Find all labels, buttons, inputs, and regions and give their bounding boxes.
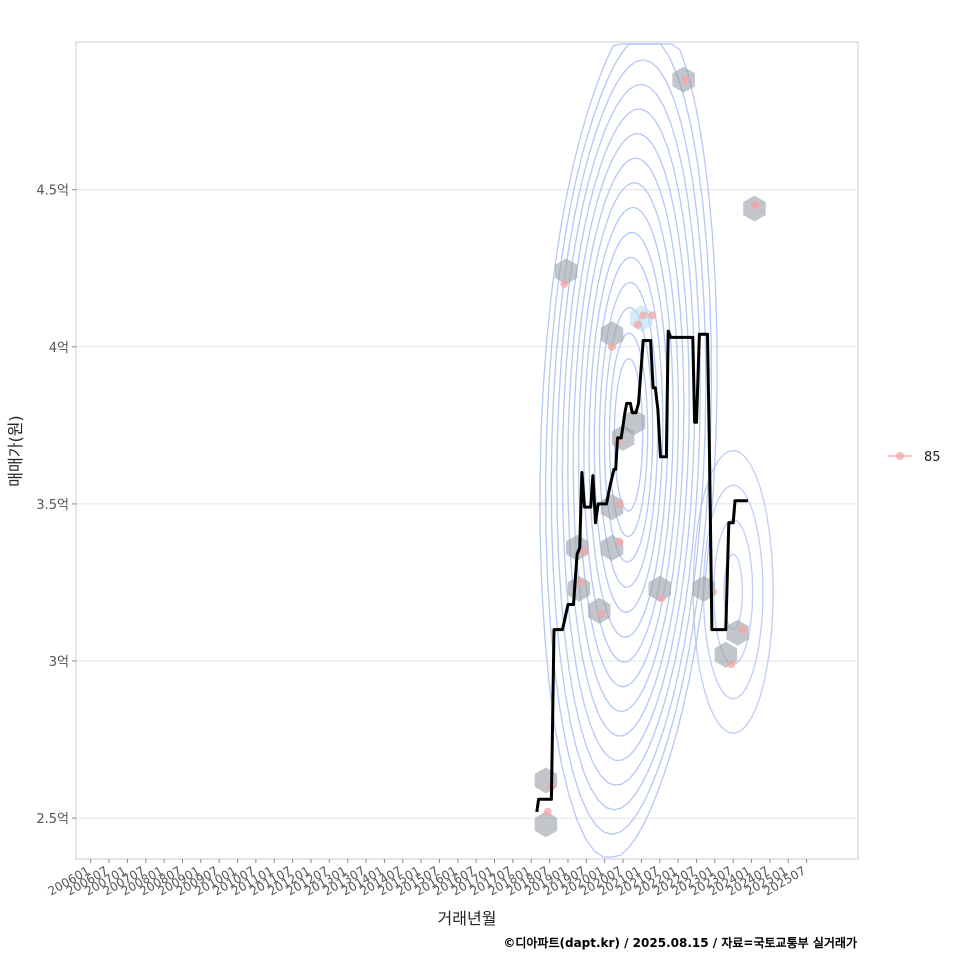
contour-line (572, 157, 685, 713)
source-caption: ©디아파트(dapt.kr) / 2025.08.15 / 자료=국토교통부 실… (503, 935, 857, 950)
contour-line (556, 83, 701, 786)
y-axis: 2.5억 3억 3.5억 4억 4.5억 (36, 184, 76, 827)
price-line (535, 329, 748, 813)
scatter-point (560, 279, 569, 288)
scatter-points (543, 75, 760, 816)
scatter-point (727, 660, 736, 669)
scatter-point (543, 807, 552, 816)
contour-line (550, 59, 707, 811)
scatter-point (681, 75, 690, 84)
scatter-point (633, 320, 642, 329)
scatter-point (608, 342, 617, 351)
y-tick-label: 4억 (49, 341, 69, 356)
scatter-point (597, 609, 606, 618)
contour-line (567, 133, 690, 737)
contour-line (598, 281, 659, 588)
scatter-point (648, 311, 657, 320)
scatter-point (751, 201, 760, 210)
density-contours (539, 43, 774, 858)
hexbin-cell (648, 575, 671, 602)
legend-key-point (896, 452, 904, 460)
y-tick-label: 3.5억 (36, 498, 69, 513)
hexbin-cell (692, 575, 716, 602)
contour-line (593, 256, 664, 613)
contour-line (577, 182, 680, 688)
hexbin-cell (600, 321, 624, 348)
x-axis-title: 거래년월 (438, 909, 497, 928)
hexbin-cell (622, 409, 646, 436)
y-tick-label: 4.5억 (36, 184, 69, 199)
contour-line (583, 206, 674, 663)
y-tick-label: 3억 (49, 655, 69, 670)
y-axis-title: 매매가(원) (6, 415, 25, 486)
scatter-point (615, 499, 624, 508)
hexbin-cell (554, 258, 578, 285)
contour-line (539, 43, 718, 858)
price-line-layer (535, 329, 748, 813)
scatter-point (639, 311, 648, 320)
scatter-point (576, 578, 585, 587)
legend: 85 (888, 450, 941, 465)
scatter-point (615, 537, 624, 546)
y-tick-label: 2.5억 (36, 812, 69, 827)
contour-line (608, 332, 649, 538)
contour-line (544, 43, 713, 835)
contour-line (588, 231, 669, 638)
scatter-point (738, 625, 747, 634)
scatter-point (580, 547, 589, 556)
panel-border (75, 41, 859, 860)
hexbin-cell (534, 811, 558, 838)
contour-line (561, 108, 696, 762)
legend-label: 85 (924, 450, 941, 465)
scatter-point (657, 594, 666, 603)
